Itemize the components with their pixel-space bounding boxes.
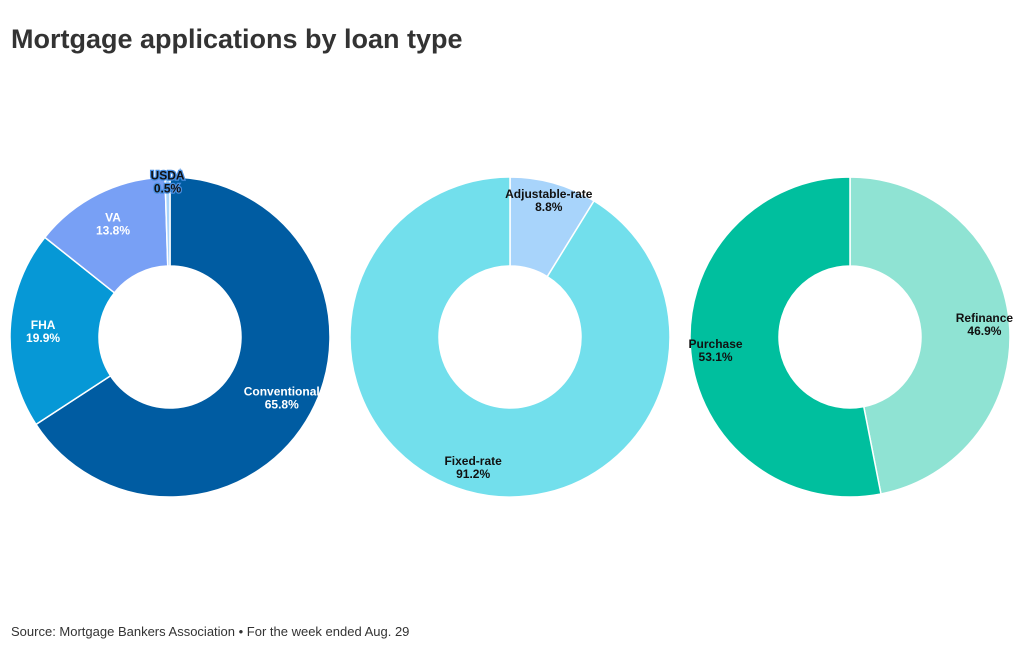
- slice-label-usda: USDA: [151, 168, 185, 182]
- slice-value-fha: 19.9%: [26, 331, 60, 345]
- slice-value-usda: 0.5%: [154, 181, 182, 195]
- slice-label-adjustable-rate: Adjustable-rate: [505, 187, 593, 201]
- slice-value-refinance: 46.9%: [967, 324, 1001, 338]
- source-note: Source: Mortgage Bankers Association • F…: [11, 624, 410, 639]
- slice-label-fixed-rate: Fixed-rate: [444, 454, 502, 468]
- slice-value-va: 13.8%: [96, 223, 130, 237]
- slice-value-conventional: 65.8%: [265, 398, 299, 412]
- chart-title: Mortgage applications by loan type: [11, 24, 463, 54]
- slice-label-fha: FHA: [31, 318, 56, 332]
- slice-conventional: [34, 176, 331, 498]
- slice-label-conventional: Conventional: [244, 385, 320, 399]
- slice-label-purchase: Purchase: [689, 337, 743, 351]
- slice-purchase: [689, 176, 882, 498]
- slice-usda: [164, 176, 171, 267]
- slice-fha: [9, 236, 116, 426]
- slice-value-fixed-rate: 91.2%: [456, 467, 490, 481]
- slice-value-purchase: 53.1%: [699, 350, 733, 364]
- slice-va: [43, 176, 169, 294]
- slice-label-refinance: Refinance: [956, 311, 1014, 325]
- slice-label-va: VA: [105, 210, 121, 224]
- slice-fixed-rate: [349, 176, 671, 498]
- slice-value-adjustable-rate: 8.8%: [535, 200, 563, 214]
- slice-refinance: [849, 176, 1011, 495]
